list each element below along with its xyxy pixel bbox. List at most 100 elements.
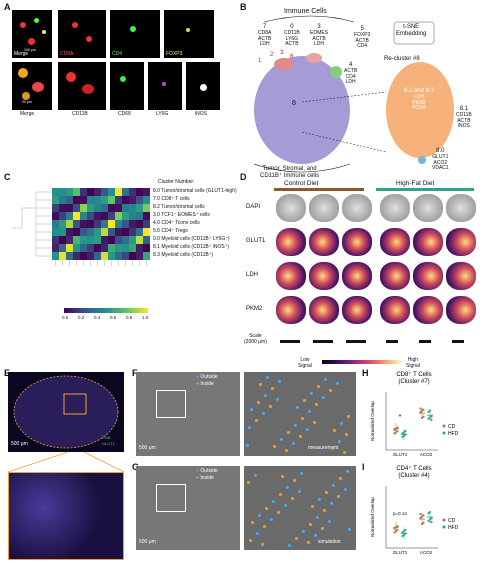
data-point (422, 521, 425, 524)
outside-point (316, 516, 319, 519)
panel-g: 500 μm simulation ● Outside ● Inside (136, 466, 358, 552)
tissue-section (342, 228, 372, 256)
heatmap-cell (136, 188, 143, 196)
measurement-overview: 500 μm (136, 372, 240, 456)
scalebar-g: 500 μm (139, 539, 156, 545)
tissue-row-label: DAPI (246, 204, 261, 210)
tile-cd11b (58, 62, 106, 110)
heatmap-row-label: 8.2 Tumor/stromal cells (153, 204, 205, 210)
panel-label-h: H (362, 368, 369, 378)
recluster-title: Re-cluster #8 (384, 56, 420, 62)
scale-bar (346, 340, 366, 343)
heatmap-cell (115, 228, 122, 236)
heatmap-cell (94, 236, 101, 244)
tissue-section (380, 228, 410, 256)
heatmap-cell (94, 188, 101, 196)
heatmap-cell (59, 252, 66, 260)
data-point (401, 435, 404, 438)
heatmap-cell (115, 196, 122, 204)
data-point (396, 528, 399, 531)
legend-label: CD (448, 518, 456, 524)
signal-colorbar (322, 360, 402, 364)
legend-marker (442, 424, 446, 428)
panel-label-b: B (240, 2, 247, 12)
outside-point (298, 490, 301, 493)
heatmap-cell (143, 188, 150, 196)
tissue-section (446, 228, 476, 256)
x-tick-label: GLUT1 (393, 550, 408, 555)
heatmap-cell (66, 220, 73, 228)
heatmap-cell (136, 228, 143, 236)
heatmap-cell (87, 236, 94, 244)
inside-point (291, 497, 294, 500)
heatmap-cell (87, 220, 94, 228)
outside-point (344, 488, 347, 491)
heatmap-cell (101, 212, 108, 220)
inside-point (273, 445, 276, 448)
legend-marker (442, 525, 446, 529)
heatmap-cell (129, 220, 136, 228)
heatmap-colorbar (64, 308, 148, 313)
heatmap-cell (73, 212, 80, 220)
data-point (430, 415, 433, 418)
measurement-tag: measurement (308, 445, 339, 451)
significance-annotation: * (399, 414, 402, 421)
tissue-section (413, 262, 443, 290)
tile-inos (186, 62, 220, 110)
legend-cd8: CD8 (102, 435, 111, 440)
tissue-section (342, 194, 372, 222)
heatmap-cell (101, 188, 108, 196)
data-point (430, 418, 433, 421)
inside-point (313, 421, 316, 424)
data-point (393, 531, 396, 534)
heatmap-cell (136, 204, 143, 212)
tissue-section (276, 262, 306, 290)
chart-title: CD4⁺ T Cells (396, 465, 431, 472)
tsne-embedding (253, 15, 454, 173)
tsne-embedding-label: t-SNE Embedding (396, 24, 427, 37)
heatmap-cell (73, 228, 80, 236)
inside-point (257, 401, 260, 404)
legend-inside: ● Inside (196, 475, 214, 481)
heatmap-cell (136, 236, 143, 244)
tissue-section (309, 228, 339, 256)
outside-point (300, 472, 303, 475)
legend-marker (442, 518, 446, 522)
panel-a: Merge CD8A CD4 FOXP3 Merge CD11B CD68 LY… (12, 10, 222, 130)
tile-merge-1: Merge (12, 10, 52, 58)
heatmap-cell (59, 196, 66, 204)
heatmap-cell (101, 220, 108, 228)
inside-point (285, 449, 288, 452)
outside-point (276, 398, 279, 401)
heatmap-cell (94, 204, 101, 212)
simulation-tag: simulation (318, 539, 341, 545)
data-point (393, 527, 396, 530)
outside-point (256, 532, 259, 535)
scalebar-a2: 20 μm (22, 100, 32, 104)
heatmap-cell (101, 196, 108, 204)
heatmap-cell (59, 212, 66, 220)
tissue-section (342, 296, 372, 324)
heatmap-cell (87, 196, 94, 204)
heatmap-cell (87, 212, 94, 220)
outside-point (306, 428, 309, 431)
data-point (419, 513, 422, 516)
legend-marker (442, 431, 446, 435)
tissue-section (446, 296, 476, 324)
heatmap-cell (101, 244, 108, 252)
inside-point (339, 477, 342, 480)
heatmap-cell (66, 228, 73, 236)
outside-point (270, 518, 273, 521)
cluster-8-1: 8.1 CD11B ACTB iNOS (456, 106, 472, 130)
heatmap-cell (80, 244, 87, 252)
heatmap-cell (66, 204, 73, 212)
cluster-8-label: 8 (292, 100, 296, 107)
data-point (404, 429, 407, 433)
tissue-section (446, 194, 476, 222)
outside-point (348, 528, 351, 531)
heatmap-cell (143, 236, 150, 244)
outside-point (310, 392, 313, 395)
tile-label: CD4 (112, 51, 123, 57)
data-point (401, 531, 404, 534)
heatmap-cell (52, 212, 59, 220)
